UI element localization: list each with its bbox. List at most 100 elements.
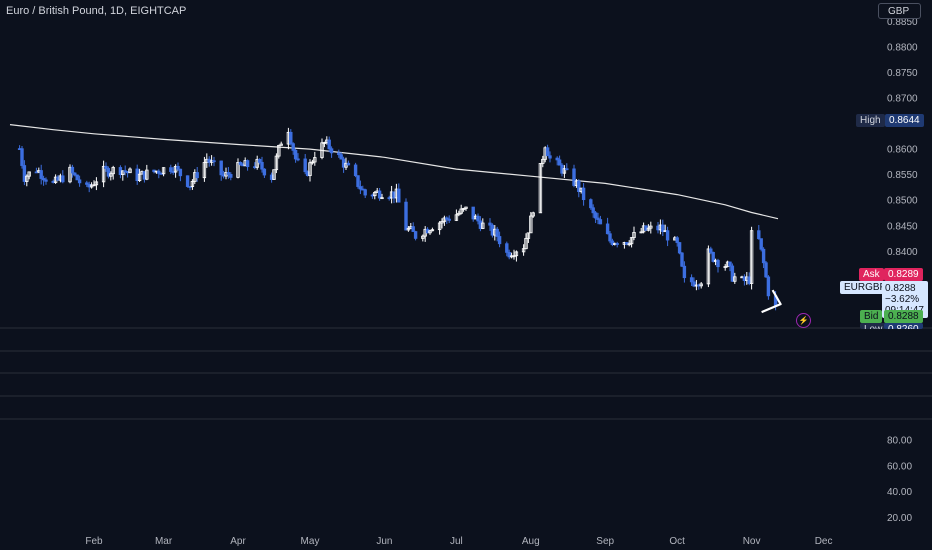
candle [358,180,363,195]
candle [591,204,595,218]
candle [646,224,651,232]
candle [577,179,581,198]
candle [202,156,207,182]
candle [512,249,516,260]
candle [699,281,703,289]
candle [68,164,72,184]
quote-change: −3.62% [885,294,920,305]
y-tick-label: 0.8600 [887,145,918,156]
candle [682,261,687,283]
candle [27,171,31,180]
x-tick-label: Jul [450,536,463,547]
sub-y-tick-label: 60.00 [887,461,912,472]
candle [627,240,631,247]
candle [329,146,334,158]
candle [377,187,382,201]
candle [680,252,684,267]
candle [514,250,519,262]
candle [723,264,727,271]
candle [310,159,315,165]
candle [44,177,48,185]
candle [632,226,636,241]
sub-y-tick-label: 40.00 [887,487,912,498]
candle [629,237,634,248]
symbol-badge: EURGBP [840,281,891,294]
candle [260,156,264,173]
candle [212,156,216,167]
candle [272,169,276,180]
candle [169,164,173,175]
candle [689,274,694,287]
candle [555,156,559,166]
candle [764,260,768,278]
candle [255,155,259,170]
candle [495,226,499,242]
candle [137,168,142,183]
candle [545,144,550,157]
candle [291,142,295,155]
high-label: High [856,114,885,127]
candle [665,226,670,247]
x-tick-label: Aug [522,536,540,547]
candle [85,180,89,188]
candle [461,207,466,212]
candle [572,164,576,188]
candle [581,183,586,206]
candle [327,136,331,153]
y-tick-label: 0.8550 [887,170,918,181]
candle [123,165,127,176]
candle [289,129,293,146]
candle [70,164,75,178]
candle [677,241,682,255]
candle [226,167,231,179]
candle [428,229,432,235]
candle [761,247,766,269]
candle [397,183,401,203]
candle [437,221,442,235]
candle [380,193,384,200]
candle [639,227,643,234]
candle [733,272,737,284]
candle [279,141,283,146]
candle [541,155,545,168]
candle [476,213,480,225]
x-tick-label: May [301,536,320,547]
candle [406,226,411,232]
sub-y-tick-label: 20.00 [887,513,912,524]
candle [296,153,300,162]
currency-button[interactable]: GBP [878,3,921,19]
x-tick-label: Oct [669,536,685,547]
candle [109,171,113,181]
high-value: 0.8644 [885,114,924,127]
candle [185,175,190,188]
candle [521,244,526,256]
candle [94,177,99,191]
y-tick-label: 0.8850 [887,17,918,28]
y-tick-label: 0.8500 [887,196,918,207]
candle [25,174,29,187]
bid-label: Bid [860,310,883,323]
candle [661,219,665,237]
candle [596,212,600,225]
candle [356,175,360,189]
candle [757,224,761,240]
x-tick-label: Jun [376,536,392,547]
candle [411,222,415,232]
candle [524,233,528,250]
lightning-icon[interactable]: ⚡ [796,313,811,328]
candle [22,160,27,186]
candle [454,209,459,222]
y-tick-label: 0.8450 [887,221,918,232]
candle [339,152,343,160]
y-tick-label: 0.8800 [887,42,918,53]
candle [363,188,367,199]
candle [320,138,324,160]
candle [61,170,65,184]
candle [421,234,425,242]
candle [706,245,711,288]
candle [303,154,307,175]
candle [404,198,408,231]
x-tick-label: Feb [85,536,103,547]
x-tick-label: Dec [815,536,833,547]
